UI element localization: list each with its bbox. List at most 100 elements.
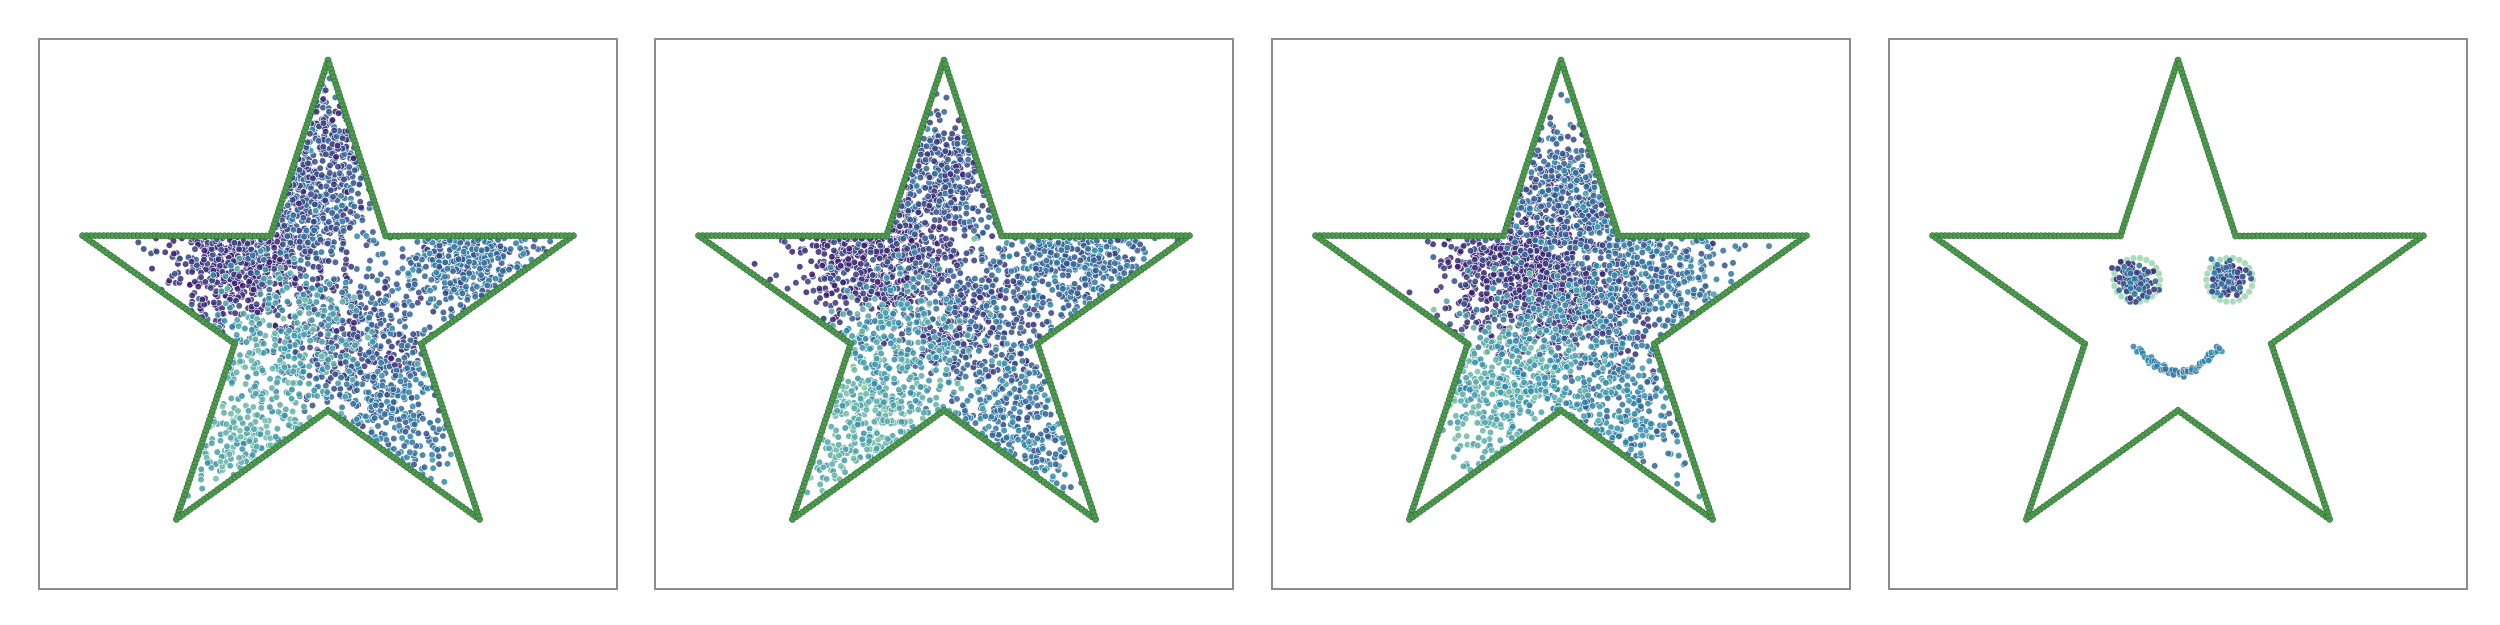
scatter-point <box>1070 253 1079 261</box>
scatter-point <box>281 412 289 420</box>
scatter-point <box>947 199 955 207</box>
scatter-point <box>781 238 789 246</box>
scatter-point <box>974 207 982 216</box>
scatter-point <box>295 166 304 174</box>
scatter-point <box>240 310 248 318</box>
scatter-point <box>961 311 969 319</box>
scatter-point <box>922 261 930 269</box>
scatter-point <box>238 445 246 453</box>
scatter-point <box>171 270 179 278</box>
scatter-point <box>326 161 334 169</box>
scatter-point <box>1047 248 1055 257</box>
scatter-point <box>318 338 326 346</box>
scatter-point <box>261 265 269 274</box>
scatter-point <box>325 108 333 116</box>
scatter-point <box>245 437 253 445</box>
scatter-point <box>941 147 949 155</box>
scatter-point <box>274 311 282 319</box>
scatter-point <box>335 109 343 117</box>
scatter-point <box>377 359 385 367</box>
scatter-point <box>943 164 951 172</box>
scatter-point <box>311 158 319 166</box>
scatter-point <box>1073 289 1082 297</box>
scatter-point <box>197 465 205 473</box>
scatter-point <box>1017 308 1026 316</box>
scatter-point <box>286 239 295 247</box>
scatter-point <box>340 175 348 183</box>
scatter-point <box>248 319 256 327</box>
scatter-point <box>411 280 419 288</box>
scatter-point <box>165 241 173 249</box>
scatter-point <box>1063 244 1071 252</box>
scatter-point <box>353 232 361 240</box>
scatter-panel-1 <box>38 38 618 590</box>
star-outline <box>79 56 577 523</box>
scatter-point <box>494 254 502 262</box>
scatter-point <box>188 258 196 266</box>
scatter-point <box>351 341 359 350</box>
scatter-point <box>244 296 252 305</box>
scatter-point <box>487 251 495 259</box>
scatter-point <box>251 382 259 390</box>
scatter-point <box>830 246 838 255</box>
scatter-point <box>513 263 521 271</box>
scatter-point <box>996 258 1004 266</box>
scatter-point <box>328 116 337 124</box>
scatter-point <box>324 330 332 338</box>
scatter-point <box>295 298 303 306</box>
scatter-point <box>477 271 485 279</box>
scatter-point <box>804 278 812 286</box>
scatter-point <box>204 459 212 467</box>
scatter-point <box>911 248 919 256</box>
scatter-point <box>365 314 373 322</box>
scatter-point <box>419 415 427 423</box>
scatter-point <box>235 255 243 263</box>
scatter-point <box>217 287 226 295</box>
scatter-point <box>188 291 196 300</box>
scatter-point <box>400 393 408 401</box>
scatter-point <box>995 431 1003 439</box>
scatter-point <box>357 282 365 290</box>
scatter-point <box>456 239 464 247</box>
scatter-point <box>349 179 358 187</box>
scatter-point <box>440 315 448 323</box>
scatter-point <box>338 288 346 296</box>
scatter-point <box>208 439 216 447</box>
scatter-point <box>369 354 377 362</box>
scatter-point <box>352 307 361 315</box>
scatter-point <box>272 433 280 441</box>
scatter-point <box>1030 306 1038 314</box>
scatter-point <box>417 380 425 388</box>
scatter-point <box>1042 256 1051 265</box>
scatter-point <box>214 311 222 319</box>
scatter-point <box>283 232 291 240</box>
scatter-point <box>1125 240 1133 248</box>
scatter-point <box>955 324 963 332</box>
scatter-point <box>365 265 373 273</box>
scatter-point <box>342 341 350 349</box>
scatter-point <box>228 378 236 386</box>
scatter-point <box>953 282 961 290</box>
scatter-point <box>1022 344 1031 352</box>
scatter-point <box>1028 243 1036 251</box>
scatter-point <box>289 196 297 204</box>
scatter-point <box>272 293 280 301</box>
scatter-point <box>404 342 412 350</box>
scatter-point <box>387 354 395 362</box>
scatter-point <box>358 216 367 224</box>
scatter-point <box>347 263 355 271</box>
scatter-point <box>253 300 261 308</box>
scatter-point <box>941 183 949 191</box>
scatter-point <box>426 287 434 295</box>
scatter-point <box>412 254 420 262</box>
scatter-point <box>304 159 312 167</box>
scatter-point <box>447 294 455 302</box>
scatter-point <box>1107 238 1115 246</box>
scatter-point <box>334 163 342 171</box>
scatter-point <box>148 265 156 273</box>
scatter-point <box>439 432 447 440</box>
scatter-point <box>970 256 978 265</box>
scatter-point <box>197 273 205 281</box>
scatter-point <box>959 189 967 197</box>
